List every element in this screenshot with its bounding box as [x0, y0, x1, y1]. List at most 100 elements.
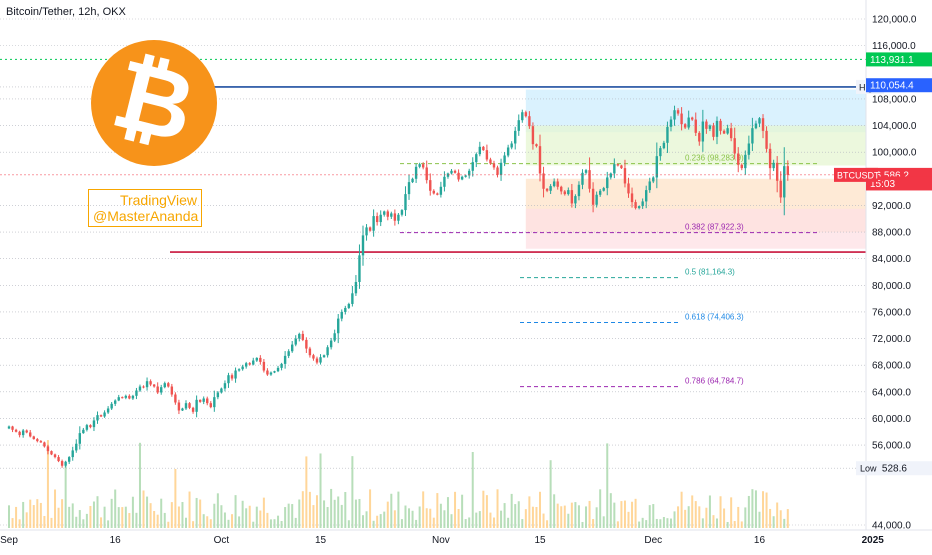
candle-body[interactable]: [694, 119, 697, 133]
candle-body[interactable]: [570, 190, 574, 204]
candle-body[interactable]: [209, 403, 212, 408]
candle-body[interactable]: [761, 118, 765, 131]
candle-body[interactable]: [92, 420, 96, 428]
candle-body[interactable]: [506, 147, 510, 156]
candle-body[interactable]: [531, 126, 535, 145]
candle-body[interactable]: [308, 348, 312, 356]
candle-body[interactable]: [669, 119, 673, 127]
candle-body[interactable]: [563, 191, 566, 195]
candle-body[interactable]: [450, 170, 453, 174]
candle-body[interactable]: [29, 432, 32, 437]
candle-body[interactable]: [715, 120, 719, 137]
candle-body[interactable]: [659, 148, 662, 157]
candle-body[interactable]: [329, 340, 333, 348]
candle-body[interactable]: [538, 146, 542, 174]
candle-body[interactable]: [514, 130, 517, 144]
candle-body[interactable]: [358, 255, 361, 282]
candle-body[interactable]: [60, 461, 64, 466]
candle-body[interactable]: [202, 398, 205, 402]
candle-body[interactable]: [418, 164, 421, 167]
candle-body[interactable]: [156, 386, 159, 393]
candle-body[interactable]: [786, 166, 789, 175]
candle-body[interactable]: [591, 188, 595, 205]
candle-body[interactable]: [340, 311, 343, 319]
candle-body[interactable]: [269, 372, 273, 375]
candle-body[interactable]: [131, 395, 135, 399]
candle-body[interactable]: [96, 415, 99, 421]
candle-body[interactable]: [588, 170, 591, 189]
candle-body[interactable]: [517, 120, 520, 131]
candle-body[interactable]: [39, 441, 43, 443]
candle-body[interactable]: [230, 375, 234, 379]
candle-body[interactable]: [266, 370, 269, 375]
candle-body[interactable]: [464, 175, 467, 177]
candle-body[interactable]: [32, 436, 35, 440]
candle-body[interactable]: [319, 357, 322, 363]
candle-body[interactable]: [167, 383, 170, 387]
candle-body[interactable]: [712, 125, 715, 137]
candle-body[interactable]: [574, 196, 577, 204]
candle-body[interactable]: [609, 173, 612, 178]
candle-body[interactable]: [57, 457, 60, 462]
candle-body[interactable]: [645, 190, 648, 202]
candle-body[interactable]: [765, 130, 768, 149]
candle-body[interactable]: [407, 182, 411, 195]
candle-body[interactable]: [708, 125, 712, 129]
candle-body[interactable]: [18, 431, 21, 436]
candle-body[interactable]: [312, 355, 315, 359]
candle-body[interactable]: [754, 123, 758, 129]
candle-body[interactable]: [89, 425, 92, 428]
candle-body[interactable]: [471, 162, 474, 171]
candle-body[interactable]: [361, 235, 365, 256]
candle-body[interactable]: [577, 184, 581, 197]
candle-body[interactable]: [82, 429, 85, 434]
candle-body[interactable]: [460, 176, 464, 180]
candle-body[interactable]: [411, 178, 414, 183]
candle-body[interactable]: [414, 166, 418, 179]
candle-body[interactable]: [581, 172, 584, 185]
candle-body[interactable]: [128, 395, 131, 399]
candle-body[interactable]: [620, 165, 623, 169]
candle-body[interactable]: [368, 227, 372, 231]
candle-body[interactable]: [283, 355, 287, 364]
candle-body[interactable]: [255, 357, 258, 361]
candle-body[interactable]: [46, 446, 50, 452]
candle-body[interactable]: [606, 177, 609, 189]
candle-body[interactable]: [248, 363, 251, 365]
candle-body[interactable]: [337, 318, 340, 334]
candle-body[interactable]: [114, 400, 117, 404]
candle-body[interactable]: [722, 130, 726, 134]
candle-body[interactable]: [138, 386, 142, 391]
candle-body[interactable]: [280, 363, 283, 368]
symbol-title[interactable]: Bitcoin/Tether, 12h, OKX: [6, 6, 126, 18]
candle-body[interactable]: [676, 110, 680, 114]
candle-body[interactable]: [259, 357, 262, 362]
candle-body[interactable]: [237, 369, 241, 371]
candle-body[interactable]: [627, 183, 630, 194]
candle-body[interactable]: [630, 193, 634, 203]
candle-body[interactable]: [14, 429, 18, 432]
candle-body[interactable]: [751, 128, 754, 144]
candle-body[interactable]: [344, 307, 347, 312]
candle-body[interactable]: [719, 120, 722, 131]
candle-body[interactable]: [662, 142, 666, 149]
candle-body[interactable]: [50, 451, 53, 455]
candle-body[interactable]: [227, 375, 230, 384]
candle-body[interactable]: [244, 363, 248, 367]
candle-body[interactable]: [21, 430, 25, 436]
candle-body[interactable]: [393, 213, 397, 221]
candle-body[interactable]: [429, 180, 432, 191]
candle-body[interactable]: [383, 211, 386, 215]
candle-body[interactable]: [478, 146, 482, 155]
candle-body[interactable]: [11, 426, 14, 430]
candle-body[interactable]: [64, 461, 67, 466]
candle-body[interactable]: [510, 143, 513, 148]
candle-body[interactable]: [747, 143, 751, 155]
candle-body[interactable]: [25, 430, 28, 433]
candle-body[interactable]: [198, 399, 202, 402]
candle-body[interactable]: [365, 227, 368, 236]
candle-body[interactable]: [273, 371, 276, 373]
candle-body[interactable]: [701, 121, 705, 142]
candle-body[interactable]: [160, 387, 163, 393]
